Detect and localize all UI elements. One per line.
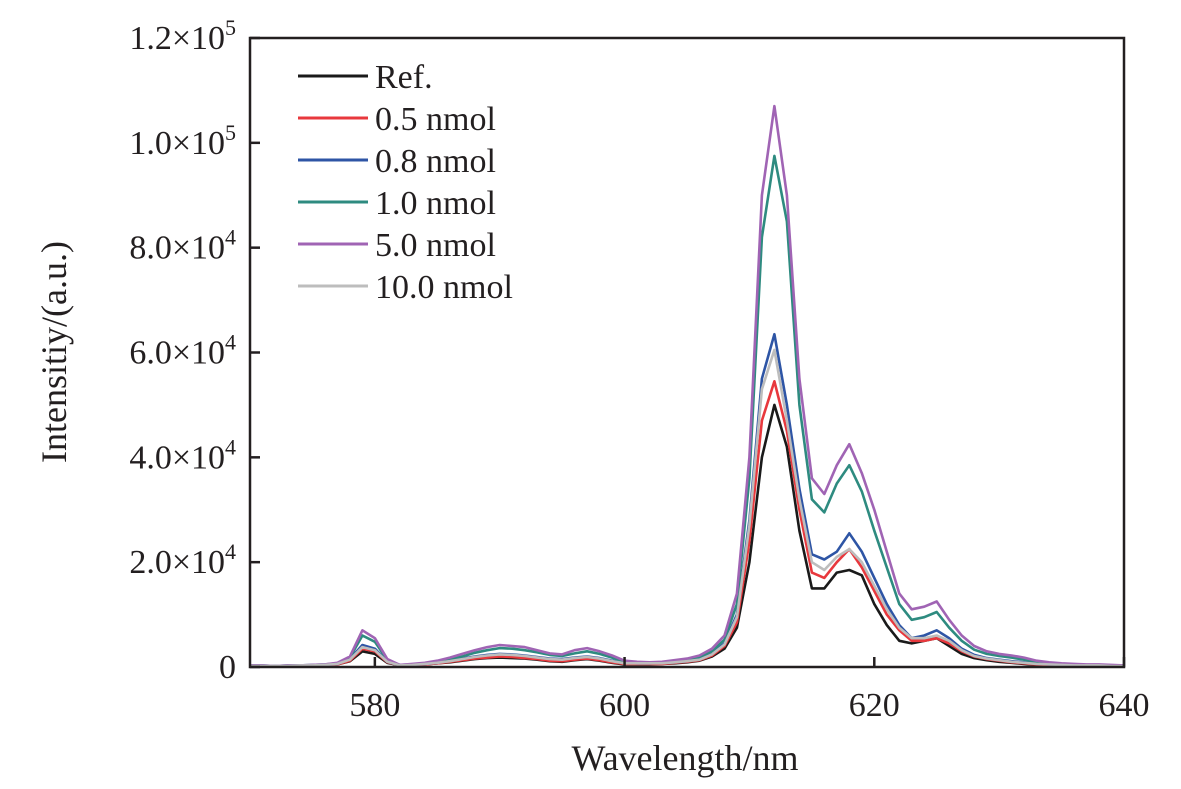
legend-label: Ref. bbox=[375, 59, 433, 96]
legend-item: 10.0 nmol bbox=[298, 269, 513, 306]
y-tick-label: 1.2×105 bbox=[129, 15, 236, 57]
y-tick-label: 0 bbox=[219, 649, 236, 686]
x-tick-label: 600 bbox=[599, 687, 650, 724]
legend-item: 1.0 nmol bbox=[298, 185, 496, 222]
legend-item: 5.0 nmol bbox=[298, 227, 496, 264]
legend-item: 0.5 nmol bbox=[298, 101, 496, 138]
legend-label: 0.8 nmol bbox=[375, 143, 496, 180]
legend-label: 10.0 nmol bbox=[375, 269, 513, 306]
legend-item: Ref. bbox=[298, 59, 433, 96]
axis-ticks: 580 600 620 640 0 2.0×104 4.0×104 6.0×104 8.0×10… bbox=[129, 15, 1149, 724]
legend: Ref. 0.5 nmol 0.8 nmol 1.0 nmol 5.0 nmol 10.0… bbox=[298, 59, 513, 306]
x-tick-label: 640 bbox=[1099, 687, 1150, 724]
x-tick-label: 620 bbox=[849, 687, 900, 724]
series-line-0 bbox=[250, 403, 1125, 668]
y-tick-label: 4.0×104 bbox=[129, 434, 236, 476]
legend-label: 5.0 nmol bbox=[375, 227, 496, 264]
y-tick-label: 6.0×104 bbox=[129, 330, 236, 372]
legend-label: 1.0 nmol bbox=[375, 185, 496, 222]
series-lines bbox=[250, 104, 1125, 668]
x-axis-label: Wavelength/nm bbox=[571, 738, 798, 778]
legend-label: 0.5 nmol bbox=[375, 101, 496, 138]
series-line-5 bbox=[250, 348, 1124, 668]
y-axis-label: Intensitiy/(a.u.) bbox=[34, 241, 74, 463]
legend-item: 0.8 nmol bbox=[298, 143, 496, 180]
y-tick-label: 2.0×104 bbox=[129, 539, 236, 581]
series-line-1 bbox=[250, 379, 1124, 668]
y-tick-label: 1.0×105 bbox=[129, 120, 236, 162]
y-tick-label: 8.0×104 bbox=[129, 225, 236, 267]
series-line-2 bbox=[250, 332, 1124, 668]
x-tick-label: 580 bbox=[349, 687, 400, 724]
